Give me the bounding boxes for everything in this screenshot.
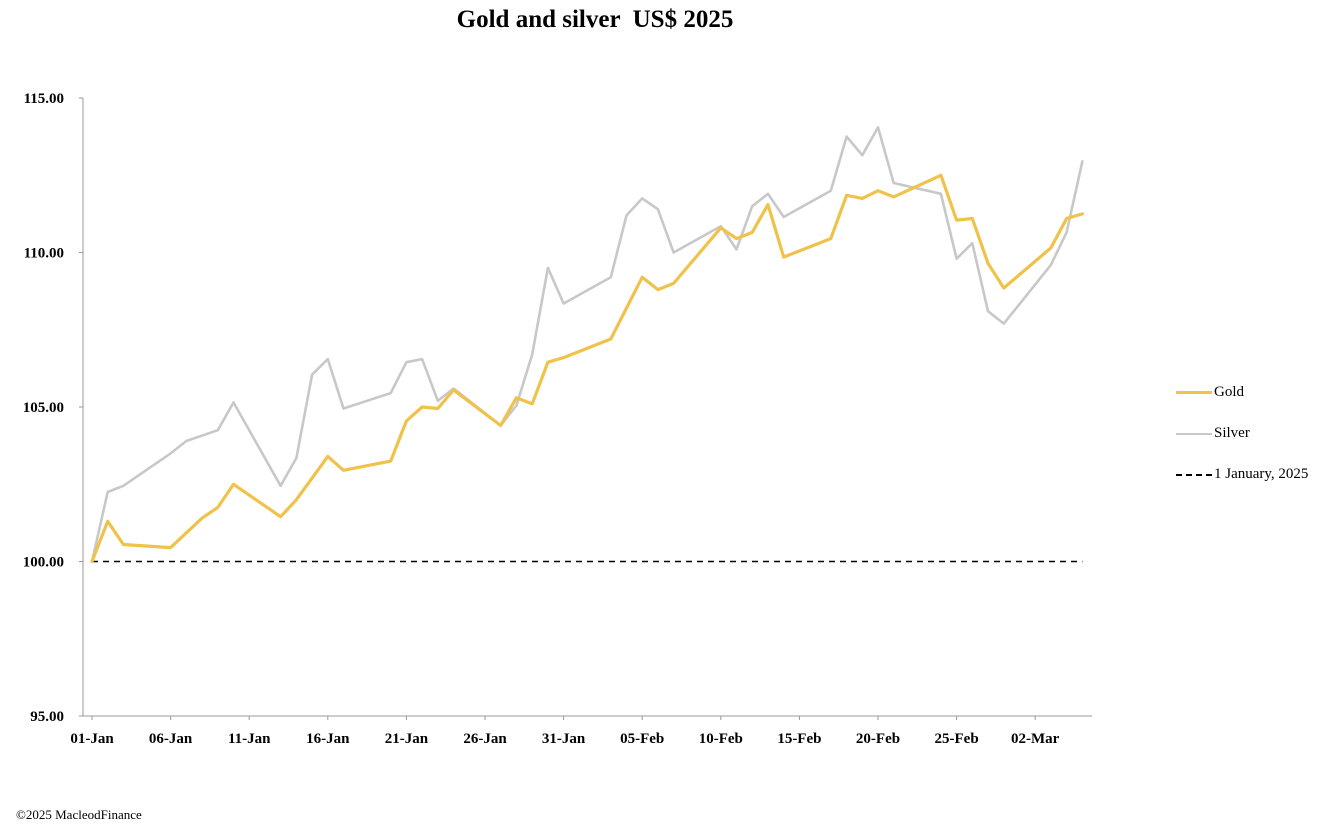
x-tick-label: 05-Feb — [620, 731, 664, 747]
x-tick-label: 26-Jan — [463, 731, 507, 747]
y-axis: 95.00 100.00 105.00 110.00 115.00 — [23, 91, 84, 725]
legend: Gold Silver 1 January, 2025 — [1176, 372, 1308, 495]
copyright-notice: ©2025 MacleodFinance — [16, 807, 142, 822]
y-tick-label: 105.00 — [23, 400, 64, 416]
y-tick-label: 115.00 — [24, 91, 64, 107]
legend-item: Gold — [1176, 372, 1308, 413]
y-tick-label: 95.00 — [30, 709, 64, 725]
series-line-silver — [90, 126, 1084, 563]
x-tick-label: 21-Jan — [385, 731, 429, 747]
x-tick-label: 20-Feb — [856, 731, 900, 747]
series-line-gold — [90, 173, 1085, 564]
legend-label: Gold — [1214, 384, 1244, 400]
x-tick-label: 11-Jan — [228, 731, 271, 747]
x-axis: 01-Jan 06-Jan 11-Jan 16-Jan 21-Jan 26-Jan 31-J… — [70, 715, 1092, 747]
x-tick-label: 25-Feb — [935, 731, 979, 747]
legend-swatch — [1176, 391, 1212, 394]
x-tick-label: 06-Jan — [149, 731, 193, 747]
legend-item: 1 January, 2025 — [1176, 454, 1308, 495]
x-tick-label: 16-Jan — [306, 731, 350, 747]
y-tick-label: 110.00 — [24, 246, 64, 262]
x-tick-label: 10-Feb — [699, 731, 743, 747]
legend-swatch — [1176, 473, 1212, 476]
x-tick-label: 15-Feb — [777, 731, 821, 747]
x-tick-label: 31-Jan — [542, 731, 586, 747]
series-layer — [90, 126, 1085, 564]
legend-item: Silver — [1176, 413, 1308, 454]
legend-label: 1 January, 2025 — [1214, 466, 1309, 482]
y-tick-label: 100.00 — [23, 555, 64, 571]
chart-title: Gold and silver US$ 2025 — [456, 6, 734, 33]
x-tick-label: 01-Jan — [70, 731, 114, 747]
legend-label: Silver — [1214, 425, 1250, 441]
legend-swatch — [1176, 432, 1212, 435]
x-tick-label: 02-Mar — [1011, 731, 1060, 747]
